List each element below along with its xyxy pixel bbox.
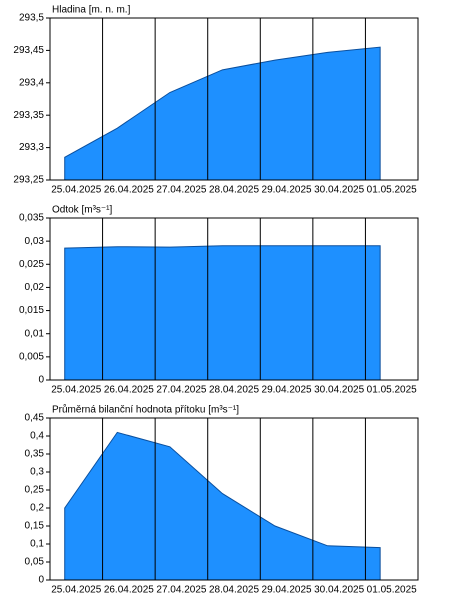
x-tick-label: 29.04.2025 <box>262 185 312 196</box>
area <box>64 431 381 581</box>
x-tick-label: 27.04.2025 <box>156 585 206 596</box>
x-tick-label: 28.04.2025 <box>209 185 259 196</box>
area <box>64 46 381 181</box>
y-tick-label: 0,01 <box>25 328 45 339</box>
y-tick-label: 0,02 <box>25 282 45 293</box>
x-tick-label: 30.04.2025 <box>314 385 364 396</box>
x-tick-label: 27.04.2025 <box>156 185 206 196</box>
chart-title: Hladina [m. n. m.] <box>52 5 131 16</box>
x-tick-label: 26.04.2025 <box>104 385 154 396</box>
y-tick-label: 0 <box>38 375 44 386</box>
x-tick-label: 26.04.2025 <box>104 185 154 196</box>
y-tick-label: 293,3 <box>19 142 44 153</box>
x-tick-label: 29.04.2025 <box>262 385 312 396</box>
y-tick-label: 0 <box>38 575 44 586</box>
y-tick-label: 0,35 <box>25 449 45 460</box>
x-tick-label: 25.04.2025 <box>51 185 101 196</box>
y-tick-label: 0,03 <box>25 236 45 247</box>
y-tick-label: 0,05 <box>25 557 45 568</box>
x-tick-label: 25.04.2025 <box>51 385 101 396</box>
y-tick-label: 0,015 <box>19 305 44 316</box>
y-tick-label: 293,25 <box>13 175 44 186</box>
x-tick-label: 01.05.2025 <box>367 585 417 596</box>
x-tick-label: 26.04.2025 <box>104 585 154 596</box>
y-tick-label: 0,3 <box>30 467 44 478</box>
x-tick-label: 01.05.2025 <box>367 185 417 196</box>
y-tick-label: 293,5 <box>19 13 44 24</box>
y-tick-label: 293,45 <box>13 45 44 56</box>
y-tick-label: 0,2 <box>30 503 44 514</box>
x-tick-label: 30.04.2025 <box>314 185 364 196</box>
x-tick-label: 29.04.2025 <box>262 585 312 596</box>
y-tick-label: 0,25 <box>25 485 45 496</box>
y-tick-label: 0,005 <box>19 351 44 362</box>
y-tick-label: 0,15 <box>25 521 45 532</box>
plot-frame <box>49 217 419 381</box>
y-tick-label: 293,4 <box>19 77 44 88</box>
y-tick-label: 0,4 <box>30 431 44 442</box>
y-tick-label: 0,025 <box>19 259 44 270</box>
plot-frame <box>49 417 419 581</box>
y-tick-label: 0,1 <box>30 539 44 550</box>
chart-title: Průměrná bilanční hodnota přítoku [m³s⁻¹… <box>52 404 239 416</box>
x-tick-label: 25.04.2025 <box>51 585 101 596</box>
x-tick-label: 01.05.2025 <box>367 385 417 396</box>
x-tick-label: 30.04.2025 <box>314 585 364 596</box>
y-tick-label: 293,35 <box>13 110 44 121</box>
x-tick-label: 27.04.2025 <box>156 385 206 396</box>
plot-frame <box>49 17 419 181</box>
y-tick-label: 0,035 <box>19 213 44 224</box>
x-tick-label: 28.04.2025 <box>209 385 259 396</box>
area <box>64 245 381 381</box>
y-tick-label: 0,45 <box>25 413 45 424</box>
chart-title: Odtok [m³s⁻¹] <box>52 205 113 216</box>
x-tick-label: 28.04.2025 <box>209 585 259 596</box>
